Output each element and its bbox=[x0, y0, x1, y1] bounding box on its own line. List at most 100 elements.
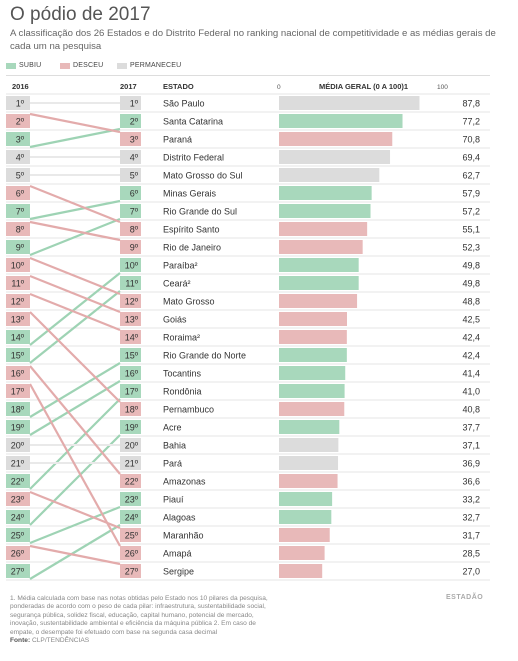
score-bar bbox=[279, 528, 330, 542]
score-bar bbox=[279, 312, 347, 326]
rank-2016-box bbox=[6, 150, 30, 164]
rank-2016-box bbox=[6, 222, 30, 236]
score-value: 57,2 bbox=[462, 207, 480, 217]
rank-2016-label: 20º bbox=[11, 441, 25, 451]
rank-2016-box bbox=[6, 402, 30, 416]
state-name: Rio Grande do Sul bbox=[163, 207, 237, 217]
rank-2016-box bbox=[6, 96, 30, 110]
score-bar bbox=[279, 186, 372, 200]
rank-2017-label: 13º bbox=[125, 315, 139, 325]
score-value: 52,3 bbox=[462, 243, 480, 253]
rank-2016-box bbox=[6, 276, 30, 290]
state-name: São Paulo bbox=[163, 99, 205, 109]
state-name: Mato Grosso bbox=[163, 297, 215, 307]
legend-up-swatch bbox=[6, 63, 16, 69]
state-name: Ceará² bbox=[163, 279, 191, 289]
rank-link-line bbox=[29, 490, 121, 530]
rank-2017-box bbox=[120, 348, 141, 362]
rank-2017-label: 8º bbox=[130, 225, 139, 235]
rank-2016-label: 22º bbox=[11, 477, 25, 487]
rank-2017-label: 10º bbox=[125, 261, 139, 271]
score-value: 41,4 bbox=[462, 369, 480, 379]
score-value: 55,1 bbox=[462, 225, 480, 235]
rank-link-line bbox=[29, 505, 121, 545]
rank-2016-label: 8º bbox=[16, 225, 25, 235]
rank-link-line bbox=[29, 311, 121, 403]
rank-2016-box bbox=[6, 132, 30, 146]
score-value: 62,7 bbox=[462, 171, 480, 181]
rank-2017-box bbox=[120, 240, 141, 254]
rank-2017-label: 6º bbox=[130, 189, 139, 199]
state-name: Distrito Federal bbox=[163, 153, 224, 163]
state-name: Rondônia bbox=[163, 387, 202, 397]
rank-2016-box bbox=[6, 384, 30, 398]
rank-2017-box bbox=[120, 330, 141, 344]
rank-2016-box bbox=[6, 546, 30, 560]
score-value: 27,0 bbox=[462, 567, 480, 577]
rank-2016-label: 5º bbox=[16, 171, 25, 181]
score-bar bbox=[279, 330, 347, 344]
rank-2016-box bbox=[6, 420, 30, 434]
rank-link-line bbox=[29, 292, 121, 332]
rank-2016-label: 12º bbox=[11, 297, 25, 307]
score-value: 36,9 bbox=[462, 459, 480, 469]
rank-2017-box bbox=[120, 276, 141, 290]
state-name: Paraíba² bbox=[163, 261, 198, 271]
rank-2017-label: 18º bbox=[125, 405, 139, 415]
score-bar bbox=[279, 294, 358, 308]
rank-2017-label: 15º bbox=[125, 351, 139, 361]
rank-link-line bbox=[29, 127, 121, 149]
rank-2016-label: 13º bbox=[11, 315, 25, 325]
rank-2017-label: 2º bbox=[130, 117, 139, 127]
score-value: 42,5 bbox=[462, 315, 480, 325]
rank-2017-box bbox=[120, 528, 141, 542]
rank-2017-box bbox=[120, 402, 141, 416]
rank-2016-label: 23º bbox=[11, 495, 25, 505]
score-bar bbox=[279, 420, 340, 434]
rank-2017-label: 25º bbox=[125, 531, 139, 541]
legend-same-swatch bbox=[117, 63, 127, 69]
rank-link-line bbox=[29, 380, 121, 436]
rank-2017-box bbox=[120, 132, 141, 146]
rank-2016-box bbox=[6, 564, 30, 578]
score-bar bbox=[279, 348, 347, 362]
rank-link-line bbox=[29, 383, 121, 547]
rank-2017-label: 9º bbox=[130, 243, 139, 253]
rank-2017-label: 1º bbox=[130, 99, 139, 109]
source-label: Fonte: bbox=[10, 637, 31, 645]
score-bar bbox=[279, 258, 359, 272]
source-text: CLP/TENDÊNCIAS bbox=[32, 637, 90, 645]
rank-2017-box bbox=[120, 366, 141, 380]
rank-2016-box bbox=[6, 186, 30, 200]
score-bar bbox=[279, 438, 339, 452]
rank-2017-box bbox=[120, 150, 141, 164]
rank-2017-box bbox=[120, 546, 141, 560]
ranking-chart: 1º 2º 3º 4º 5º 6º 7º 8º 9º 10º 11º 12º 13º 14º 15º 16º 1… bbox=[6, 93, 490, 581]
rank-2016-box bbox=[6, 114, 30, 128]
rank-link-line bbox=[29, 362, 121, 418]
rank-2017-box bbox=[120, 186, 141, 200]
rank-2016-label: 21º bbox=[11, 459, 25, 469]
rank-2017-box bbox=[120, 438, 141, 452]
state-name: Alagoas bbox=[163, 513, 196, 523]
rank-2017-box bbox=[120, 96, 141, 110]
rank-2016-label: 4º bbox=[16, 153, 25, 163]
state-name: Amapá bbox=[163, 549, 192, 559]
state-name: Maranhão bbox=[163, 531, 204, 541]
rank-2017-box bbox=[120, 258, 141, 272]
rank-2017-label: 20º bbox=[125, 441, 139, 451]
score-value: 42,4 bbox=[462, 351, 480, 361]
rank-2016-label: 27º bbox=[11, 567, 25, 577]
rank-2016-box bbox=[6, 240, 30, 254]
score-value: 31,7 bbox=[462, 531, 480, 541]
rank-link-line bbox=[29, 290, 121, 364]
rank-2016-box bbox=[6, 438, 30, 452]
rank-2016-label: 7º bbox=[16, 207, 25, 217]
score-value: 77,2 bbox=[462, 117, 480, 127]
rank-link-line bbox=[29, 544, 121, 566]
scale-max-label: 100 bbox=[437, 84, 448, 91]
rank-link-line bbox=[29, 256, 121, 296]
header-score: MÉDIA GERAL (0 A 100)1 bbox=[319, 82, 409, 91]
rank-2016-label: 10º bbox=[11, 261, 25, 271]
rank-link-line bbox=[29, 365, 121, 475]
